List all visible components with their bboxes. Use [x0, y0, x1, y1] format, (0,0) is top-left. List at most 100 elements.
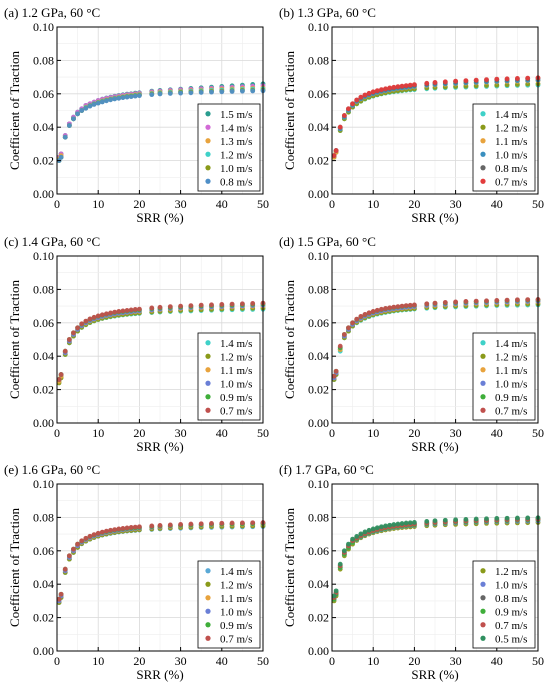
legend-label: 0.7 m/s [495, 620, 527, 632]
legend-marker [205, 568, 211, 574]
data-point-5 [354, 97, 360, 103]
data-point-5 [112, 527, 118, 532]
data-point-5 [75, 325, 80, 331]
legend-marker [480, 138, 486, 144]
data-point-5 [198, 302, 204, 308]
data-point-5 [341, 113, 347, 118]
x-axis-label: SRR (%) [136, 439, 183, 454]
data-point-5 [412, 520, 417, 525]
legend-marker [480, 165, 486, 171]
legend: 1.4 m/s1.2 m/s 1.1 m/s1.0 m/s 0.9 m/s0.7 m… [197, 560, 261, 649]
data-point-5 [399, 521, 405, 526]
legend-label: 0.7 m/s [495, 176, 527, 188]
legend-marker [205, 367, 211, 373]
x-axis-label: SRR (%) [411, 210, 458, 225]
legend-marker [480, 111, 486, 117]
x-tick-label: 20 [133, 426, 145, 440]
data-point-5 [108, 310, 113, 316]
legend-box [472, 332, 536, 421]
y-tick-label: 0.04 [308, 577, 329, 591]
data-point-5 [395, 84, 401, 90]
data-point-5 [350, 536, 355, 542]
data-point-5 [407, 302, 413, 308]
data-point-5 [337, 561, 343, 567]
legend: 1.4 m/s1.2 m/s 1.1 m/s1.0 m/s 0.8 m/s0.7 m… [472, 103, 536, 192]
legend-marker [205, 138, 211, 144]
data-point-5 [66, 337, 72, 342]
series-points [56, 81, 266, 164]
data-point-5 [209, 89, 214, 95]
legend-label: 1.4 m/s [220, 338, 252, 350]
data-point-5 [374, 307, 380, 313]
data-point-5 [149, 92, 155, 98]
data-point-5 [358, 94, 364, 100]
data-point-5 [350, 320, 355, 326]
y-tick-label: 0.02 [33, 383, 54, 397]
data-point-5 [58, 154, 64, 160]
y-tick-label: 0.06 [308, 316, 329, 330]
data-point-5 [71, 330, 76, 336]
data-point-5 [56, 596, 62, 602]
data-point-5 [167, 304, 173, 309]
x-tick-label: 20 [133, 654, 145, 668]
data-point-5 [79, 321, 85, 327]
y-axis-label: Coefficient of Traction [282, 51, 297, 170]
plot-frame [56, 26, 264, 195]
data-point-5 [403, 520, 409, 526]
x-tick-label: 50 [257, 197, 269, 211]
data-point-5 [75, 111, 80, 117]
data-point-5 [379, 306, 384, 312]
data-point-5 [484, 516, 489, 522]
data-point-5 [99, 529, 105, 535]
x-tick-label: 10 [92, 426, 104, 440]
x-tick-label: 10 [367, 426, 379, 440]
legend-marker [205, 608, 211, 614]
x-tick-label: 40 [491, 426, 503, 440]
legend-marker [205, 124, 211, 130]
data-point-5 [99, 99, 105, 105]
data-point-5 [178, 303, 184, 309]
data-point-5 [473, 77, 479, 83]
legend-marker [205, 635, 211, 641]
data-point-5 [83, 318, 89, 324]
data-point-5 [453, 78, 458, 84]
plot-frame [331, 255, 539, 424]
y-tick-label: 0.02 [33, 611, 54, 625]
data-point-5 [387, 522, 393, 528]
y-tick-label: 0.08 [33, 282, 54, 296]
data-point-5 [95, 100, 101, 106]
y-tick-label: 0.08 [308, 510, 329, 524]
y-tick-label: 0.10 [33, 20, 54, 34]
data-point-5 [473, 298, 479, 304]
data-point-5 [525, 297, 531, 302]
data-point-5 [157, 523, 163, 528]
data-point-5 [87, 316, 93, 322]
data-point-5 [331, 373, 337, 379]
data-point-5 [112, 309, 118, 315]
legend-marker [480, 394, 486, 400]
data-point-5 [62, 566, 68, 572]
legend-label: 0.9 m/s [495, 392, 527, 404]
x-tick-label: 30 [175, 654, 187, 668]
legend-box [197, 560, 261, 649]
legend-label: 0.8 m/s [220, 176, 252, 188]
legend-marker [480, 353, 486, 359]
legend-label: 1.4 m/s [495, 109, 527, 121]
data-point-5 [515, 297, 520, 303]
data-point-5 [120, 308, 126, 314]
legend-label: 1.0 m/s [495, 149, 527, 161]
chart-title: (a) 1.2 GPa, 60 °C [4, 5, 100, 20]
data-point-5 [229, 301, 235, 307]
x-tick-label: 20 [408, 654, 420, 668]
data-point-5 [91, 102, 97, 107]
legend-marker [480, 367, 486, 373]
y-tick-label: 0.00 [308, 644, 329, 658]
data-point-5 [104, 311, 109, 317]
x-tick-label: 40 [216, 654, 228, 668]
x-tick-label: 0 [329, 426, 335, 440]
legend-marker [205, 394, 211, 400]
data-point-5 [104, 528, 109, 534]
legend-label: 0.5 m/s [495, 633, 527, 645]
y-axis-label: Coefficient of Traction [282, 280, 297, 399]
data-point-5 [442, 517, 448, 523]
